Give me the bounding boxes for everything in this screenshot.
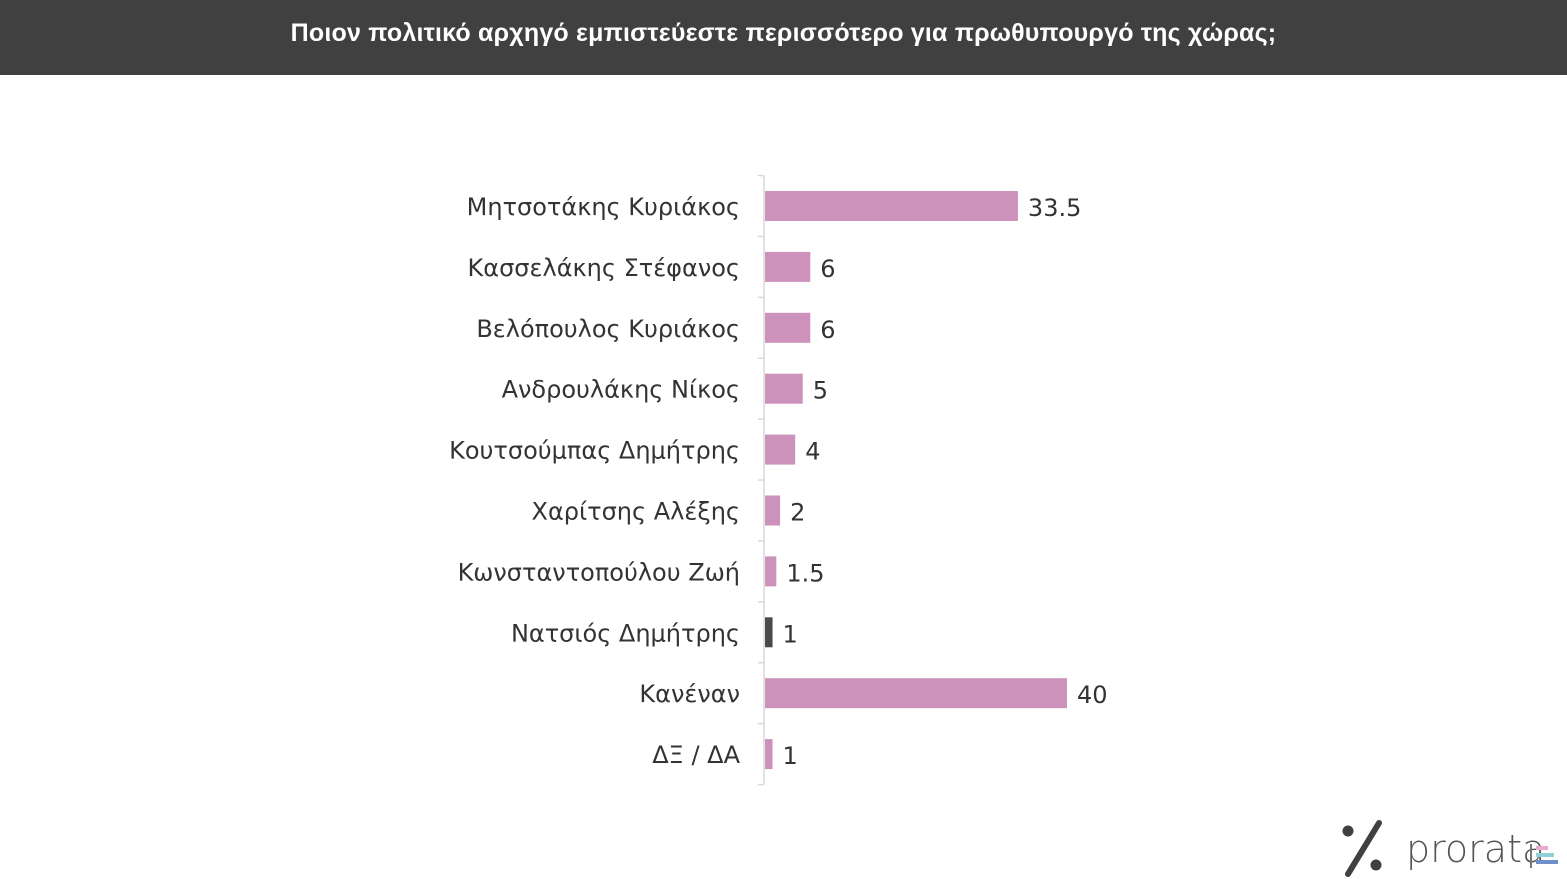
bar bbox=[765, 556, 777, 587]
category-label: Νατσιός Δημήτρης bbox=[511, 619, 740, 647]
data-label: 1 bbox=[783, 620, 798, 648]
category-label: ΔΞ / ΔΑ bbox=[652, 741, 740, 769]
logo-bar bbox=[1536, 846, 1548, 850]
percent-icon bbox=[1342, 820, 1382, 877]
data-label: 33.5 bbox=[1028, 194, 1081, 222]
category-label: Κωνσταντοπούλου Ζωή bbox=[458, 558, 740, 586]
logo-bar bbox=[1536, 860, 1558, 864]
category-label: Κασσελάκης Στέφανος bbox=[468, 254, 740, 282]
bar bbox=[765, 373, 803, 404]
page-title: Ποιον πολιτικό αρχηγό εμπιστεύεστε περισ… bbox=[290, 19, 1277, 47]
category-label: Κανέναν bbox=[639, 680, 740, 708]
category-label: Ανδρουλάκης Νίκος bbox=[502, 376, 740, 404]
category-label: Κουτσούμπας Δημήτρης bbox=[449, 437, 740, 465]
data-label: 1.5 bbox=[786, 559, 824, 587]
prorata-logo: prorata bbox=[1342, 820, 1558, 877]
data-label: 4 bbox=[805, 438, 820, 466]
bar bbox=[765, 251, 811, 282]
data-label: 1 bbox=[783, 742, 798, 770]
bar bbox=[765, 434, 796, 465]
data-label: 6 bbox=[820, 316, 835, 344]
logo-bars-icon bbox=[1536, 846, 1558, 864]
bar bbox=[765, 312, 811, 343]
data-label: 5 bbox=[813, 377, 828, 405]
title-bar: Ποιον πολιτικό αρχηγό εμπιστεύεστε περισ… bbox=[0, 0, 1567, 75]
logo-wordmark: prorata bbox=[1406, 827, 1545, 871]
bar bbox=[765, 678, 1067, 709]
bar bbox=[765, 617, 773, 648]
data-label: 40 bbox=[1077, 681, 1108, 709]
logo-bar bbox=[1536, 853, 1554, 857]
data-label: 2 bbox=[790, 499, 805, 527]
bar bbox=[765, 739, 773, 770]
bar bbox=[765, 191, 1018, 221]
bar bbox=[765, 495, 781, 526]
data-label: 6 bbox=[820, 255, 835, 283]
category-label: Βελόπουλος Κυριάκος bbox=[476, 315, 740, 343]
category-label: Μητσοτάκης Κυριάκος bbox=[467, 193, 740, 221]
category-label: Χαρίτσης Αλέξης bbox=[532, 498, 740, 526]
